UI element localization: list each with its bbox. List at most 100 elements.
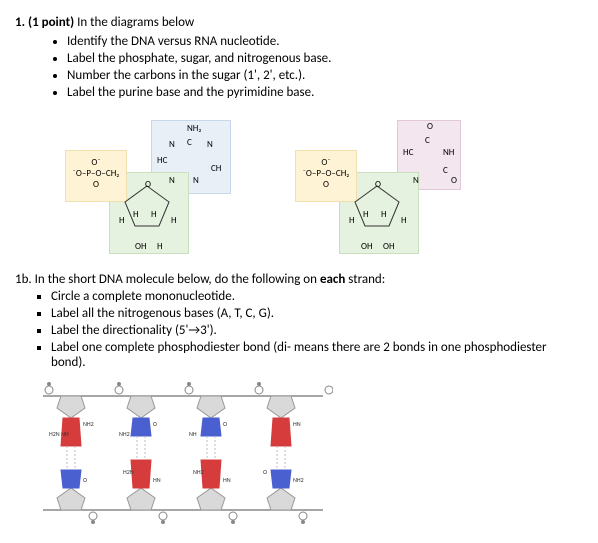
phos-label: ⁻O–P–O–CH₂ (296, 168, 356, 179)
sugar-top (197, 396, 225, 418)
base-label: NH2 (83, 420, 94, 428)
base-label: H2N (123, 468, 134, 476)
nucleotide-right: O⁻ ⁻O–P–O–CH₂ O O C HC NH C O N O H H H … (295, 120, 465, 260)
q1b-intro: In the short DNA molecule below, do the … (35, 272, 317, 287)
base-label: HN (153, 476, 161, 484)
phosphate-o (47, 382, 51, 386)
base-lbl: N (193, 176, 199, 185)
q1-bullet: Label the phosphate, sugar, and nitrogen… (67, 51, 583, 66)
nucleotide-left: O⁻ ⁻O–P–O–CH₂ O NH₂ N HC N C CH N N O H … (65, 120, 235, 260)
phosphate-icon (255, 386, 263, 394)
q1-bullet: Identify the DNA versus RNA nucleotide. (67, 34, 583, 49)
sugar-lbl: OH (383, 242, 395, 251)
phosphate-o (257, 382, 261, 386)
q1-bullet: Number the carbons in the sugar (1', 2',… (67, 68, 583, 83)
base-lbl: N (207, 140, 213, 149)
phosphate-o (187, 382, 191, 386)
base-lbl: NH (443, 148, 454, 157)
phosphate-icon (229, 512, 237, 520)
phos-label: O (66, 179, 126, 190)
base-lbl: C (187, 138, 192, 147)
phosphate-o (117, 382, 121, 386)
base-bot (271, 470, 291, 488)
base-label: O (153, 420, 157, 428)
q1b-emph: each (320, 272, 345, 287)
sugar-lbl: H (133, 210, 139, 219)
sugar-lbl: H (349, 216, 355, 225)
sugar-lbl: O (145, 180, 151, 189)
phosphate-o (301, 520, 305, 524)
base-lbl: N (169, 140, 175, 149)
sugar-lbl: H (363, 210, 369, 219)
base-label: NH2 (193, 468, 204, 476)
sugar-pentagon (121, 184, 173, 230)
q1b-intro2: strand: (348, 272, 385, 287)
sugar-lbl: H (401, 216, 407, 225)
q1b-bullet: Label all the nitrogenous bases (A, T, C… (51, 306, 583, 321)
phosphate-o (161, 520, 165, 524)
phosphate-o (91, 520, 95, 524)
sugar-top (267, 396, 295, 418)
base-top (201, 418, 221, 436)
phosphate-icon (185, 386, 193, 394)
sugar-lbl: H (151, 210, 157, 219)
base-top (131, 418, 151, 436)
base-lbl: O (427, 122, 433, 131)
sugar-bot (197, 488, 225, 510)
base-lbl: O (451, 176, 457, 185)
dna-svg: NH2H2N NHOONH2HNH2NONHHNNH2HNNH2O (33, 378, 333, 528)
base-lbl: HC (157, 156, 167, 165)
base-lbl: CH (211, 164, 221, 173)
base-label: O (83, 476, 87, 484)
base-lbl: C (443, 166, 448, 175)
sugar-bot (267, 488, 295, 510)
phosphate-icon (159, 512, 167, 520)
q1b-header: 1b. In the short DNA molecule below, do … (15, 272, 583, 287)
base-label: O (223, 420, 227, 428)
phos-label: O⁻ (66, 157, 126, 168)
sugar-top (57, 396, 85, 418)
base-label: HN (293, 420, 301, 428)
sugar-lbl: H (157, 242, 163, 251)
base-label: NH (189, 430, 197, 438)
sugar-lbl: H (119, 216, 125, 225)
phosphate-o (231, 520, 235, 524)
q1b-number: 1b. (15, 272, 32, 287)
sugar-bot (127, 488, 155, 510)
sugar-lbl: H (381, 210, 387, 219)
q1b-bullet: Circle a complete mononucleotide. (51, 289, 583, 304)
q1-number: 1. (15, 15, 25, 30)
base-lbl: NH₂ (187, 124, 201, 133)
base-lbl: N (413, 176, 419, 185)
nucleotide-diagrams: O⁻ ⁻O–P–O–CH₂ O NH₂ N HC N C CH N N O H … (65, 120, 583, 260)
sugar-lbl: OH (135, 242, 147, 251)
base-top (271, 418, 291, 446)
q1-header: 1. (1 point) In the diagrams below (15, 15, 583, 30)
q1-bullet: Label the purine base and the pyrimidine… (67, 85, 583, 100)
phosphate-icon (89, 512, 97, 520)
q1-points: (1 point) (28, 15, 74, 30)
base-label: HN (223, 476, 231, 484)
dna-double-strand: NH2H2N NHOONH2HNH2NONHHNNH2HNNH2O (33, 378, 583, 528)
phos-label: O (296, 179, 356, 190)
base-bot (131, 460, 151, 488)
phosphate-icon (45, 386, 53, 394)
q1b-bullet: Label the directionality (5'→3'). (51, 323, 583, 338)
phos-label: O⁻ (296, 157, 356, 168)
base-bot (61, 470, 81, 488)
q1-intro: In the diagrams below (77, 15, 194, 30)
base-label: H2N NH (49, 430, 69, 438)
phosphate-box-right: O⁻ ⁻O–P–O–CH₂ O (295, 150, 357, 202)
phosphate-icon (299, 512, 307, 520)
q1-bullets: Identify the DNA versus RNA nucleotide. … (67, 34, 583, 100)
sugar-bot (57, 488, 85, 510)
sugar-top (127, 396, 155, 418)
base-lbl: HC (403, 148, 413, 157)
phosphate-box-left: O⁻ ⁻O–P–O–CH₂ O (65, 150, 127, 202)
base-label: NH2 (293, 476, 304, 484)
phos-label: ⁻O–P–O–CH₂ (66, 168, 126, 179)
phosphate-icon (325, 386, 333, 394)
base-label: O (263, 468, 267, 476)
sugar-lbl: OH (361, 242, 373, 251)
q1b-bullet: Label one complete phosphodiester bond (… (51, 340, 583, 370)
